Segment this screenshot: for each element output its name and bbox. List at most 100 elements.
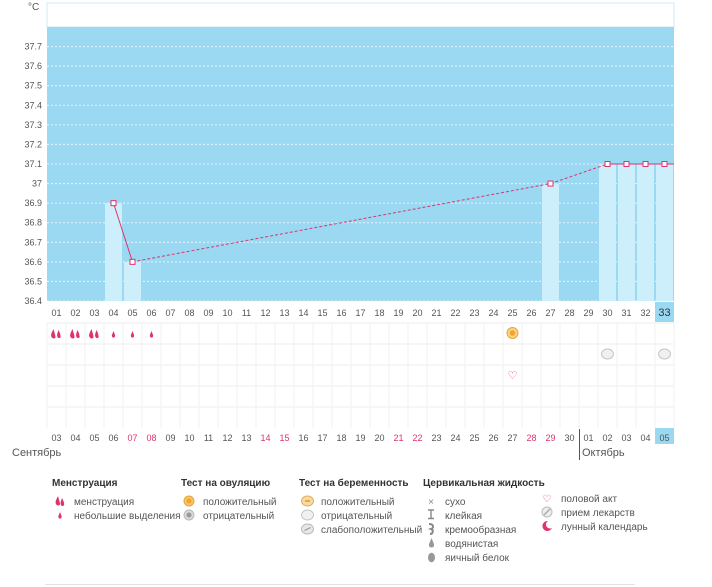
legend-title: Тест на беременность xyxy=(299,478,409,489)
pregnancy-negative-icon xyxy=(658,348,671,360)
month-label: Октябрь xyxy=(582,447,625,459)
legend-item: отрицательный xyxy=(181,509,276,523)
legend-title: Менструация xyxy=(52,478,118,489)
legend-item: яичный белок xyxy=(423,551,545,565)
date-label: 18 xyxy=(336,433,346,443)
date-label: 28 xyxy=(526,433,536,443)
date-label: 04 xyxy=(70,433,80,443)
date-label: 06 xyxy=(108,433,118,443)
date-label: 17 xyxy=(317,433,327,443)
cycle-day-label: 22 xyxy=(450,308,460,318)
date-label: 04 xyxy=(640,433,650,443)
eggwhite-icon xyxy=(423,551,439,566)
cycle-day-label: 33 xyxy=(658,307,670,319)
date-label: 01 xyxy=(583,433,593,443)
y-tick-label: 36.9 xyxy=(24,198,42,208)
legend-item: водянистая xyxy=(423,537,545,551)
ovulation-positive-icon xyxy=(181,495,197,510)
cycle-day-label: 28 xyxy=(564,308,574,318)
legend-item: × сухо xyxy=(423,495,545,509)
ovulation-positive-icon xyxy=(509,330,516,336)
pregnancy-negative-icon xyxy=(299,509,315,524)
cycle-day-label: 29 xyxy=(583,308,593,318)
creamy-icon xyxy=(423,522,439,538)
drop-light-icon xyxy=(130,331,135,338)
y-tick-label: 36.8 xyxy=(24,218,42,228)
cycle-day-label: 15 xyxy=(317,308,327,318)
temperature-point xyxy=(110,200,117,207)
y-unit-label: °C xyxy=(28,2,39,13)
ovulation-negative-icon xyxy=(181,509,197,524)
y-tick-label: 37.4 xyxy=(24,100,42,110)
date-label: 22 xyxy=(412,433,422,443)
bbt-chart: °C 37.7 37.6 37.5 37.4 37.3 37.2 37.1 37 36.9 36.… xyxy=(12,2,675,460)
cycle-day-label: 19 xyxy=(393,308,403,318)
temperature-point xyxy=(129,258,136,265)
y-tick-label: 36.4 xyxy=(24,296,42,306)
date-label: 27 xyxy=(507,433,517,443)
drop-light-icon xyxy=(149,331,154,338)
temperature-point xyxy=(642,161,649,167)
date-label: 20 xyxy=(374,433,384,443)
legend-label: отрицательный xyxy=(321,510,393,522)
temperature-bar xyxy=(656,164,673,301)
date-label: 12 xyxy=(222,433,232,443)
drop-light-icon xyxy=(111,331,116,338)
legend-title: Цервикальная жидкость xyxy=(423,478,545,489)
legend-item: прием лекарств xyxy=(539,506,648,520)
date-label: 11 xyxy=(204,433,213,443)
y-tick-label: 37.5 xyxy=(24,81,42,91)
pregnancy-weak-icon xyxy=(299,523,315,538)
date-label: 30 xyxy=(564,433,574,443)
y-tick-label: 37.1 xyxy=(24,159,42,169)
month-label: Сентябрь xyxy=(12,447,62,459)
date-label: 10 xyxy=(184,433,194,443)
date-label: 09 xyxy=(165,433,175,443)
legend-label: яичный белок xyxy=(445,552,510,564)
date-label: 08 xyxy=(146,433,156,443)
cycle-day-label: 31 xyxy=(621,308,631,318)
cycle-day-label: 12 xyxy=(260,308,270,318)
cycle-day-label: 11 xyxy=(242,308,251,318)
cycle-day-label: 21 xyxy=(431,308,441,318)
legend-label: менструация xyxy=(74,496,135,508)
cycle-day-label: 26 xyxy=(526,308,536,318)
cycle-day-label: 17 xyxy=(355,308,365,318)
y-tick-label: 36.6 xyxy=(24,257,42,267)
cycle-day-label: 05 xyxy=(127,308,137,318)
temperature-bar xyxy=(124,261,141,301)
date-label: 29 xyxy=(545,433,555,443)
temperature-bar xyxy=(637,164,654,301)
cycle-day-label: 30 xyxy=(602,308,612,318)
pill-icon xyxy=(539,506,555,521)
legend-label: положительный xyxy=(203,496,277,508)
temperature-point xyxy=(661,161,668,167)
legend-ovulation-test: Тест на овуляцию положительный отрицател… xyxy=(181,478,276,523)
temperature-point xyxy=(604,161,611,167)
legend-label: водянистая xyxy=(445,538,499,550)
legend-item: отрицательный xyxy=(299,509,422,523)
cycle-day-label: 25 xyxy=(507,308,517,318)
legend-label: отрицательный xyxy=(203,510,275,522)
y-tick-label: 37 xyxy=(32,179,42,189)
plot-top-band xyxy=(46,2,675,28)
legend-item: слабоположительный xyxy=(299,523,422,537)
temperature-line-segment xyxy=(132,183,551,263)
cycle-day-label: 06 xyxy=(146,308,156,318)
cycle-day-label: 20 xyxy=(412,308,422,318)
date-label: 05 xyxy=(659,433,669,443)
date-label: 24 xyxy=(450,433,460,443)
date-label: 05 xyxy=(89,433,99,443)
drop-heavy-icon xyxy=(51,329,61,339)
cycle-day-label: 10 xyxy=(222,308,232,318)
legend-item: положительный xyxy=(181,495,276,509)
legend-item: ♡ половой акт xyxy=(539,492,648,506)
legend-item: лунный календарь xyxy=(539,520,648,534)
cycle-day-label: 01 xyxy=(51,308,61,318)
cycle-day-label: 24 xyxy=(488,308,498,318)
cycle-day-label: 03 xyxy=(89,308,99,318)
cycle-day-label: 18 xyxy=(374,308,384,318)
temperature-bar xyxy=(542,183,559,301)
cycle-day-label: 07 xyxy=(165,308,175,318)
temperature-bar xyxy=(105,203,122,301)
